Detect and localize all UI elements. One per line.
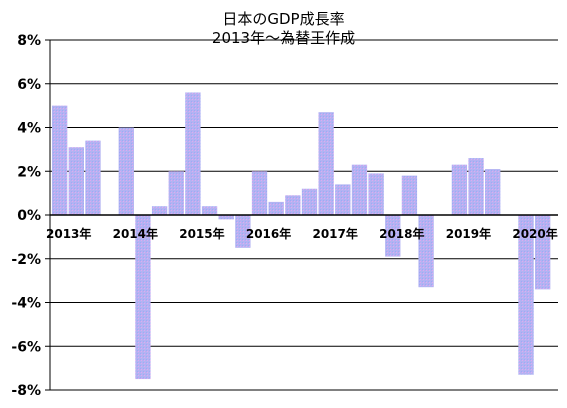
bar-2015Q4 (235, 215, 251, 248)
x-year-label: 2013年 (46, 226, 91, 241)
bar-2020Q1 (518, 215, 534, 375)
y-tick-label: 8% (17, 33, 41, 49)
y-tick-label: 6% (17, 77, 41, 93)
bar-2014Q2 (135, 215, 151, 380)
bar-2015Q2 (201, 206, 218, 215)
bar-2019Q1 (451, 164, 468, 215)
bar-2015Q3 (218, 215, 234, 220)
bar-2018Q3 (418, 215, 434, 288)
bar-2013Q2 (68, 147, 84, 215)
x-year-label: 2015年 (179, 226, 224, 241)
y-tick-label: 0% (17, 208, 41, 224)
bar-2016Q4 (301, 188, 318, 215)
y-tick-label: 2% (17, 164, 41, 180)
bar-2015Q1 (185, 92, 201, 215)
bar-2017Q4 (368, 173, 384, 215)
chart-title: 日本のGDP成長率 (222, 10, 345, 28)
bar-2017Q2 (335, 184, 351, 215)
bar-2019Q2 (468, 158, 484, 215)
y-tick-label: 4% (17, 121, 41, 137)
bar-2017Q1 (318, 112, 334, 215)
bar-2014Q1 (118, 127, 134, 215)
bar-2016Q2 (268, 201, 284, 215)
x-year-label: 2020年 (512, 226, 557, 241)
bar-2013Q1 (52, 105, 68, 215)
x-year-label: 2014年 (113, 226, 158, 241)
x-year-label: 2016年 (246, 226, 291, 241)
bar-2016Q3 (285, 195, 301, 215)
y-tick-label: -6% (11, 339, 41, 355)
bar-2018Q2 (401, 175, 418, 215)
bar-2014Q4 (168, 171, 184, 215)
bar-2018Q1 (385, 215, 401, 257)
y-tick-label: -4% (11, 296, 41, 312)
x-year-label: 2017年 (312, 226, 357, 241)
bar-2017Q3 (351, 164, 368, 215)
chart-subtitle: 2013年～為替王作成 (211, 29, 356, 47)
bar-2016Q1 (251, 171, 268, 215)
bar-2013Q3 (85, 140, 101, 215)
y-tick-label: -8% (11, 383, 41, 399)
x-year-label: 2018年 (379, 226, 424, 241)
bar-2020Q2 (535, 215, 551, 290)
y-tick-label: -2% (11, 252, 41, 268)
bar-2014Q3 (151, 206, 168, 215)
bar-2019Q3 (485, 169, 501, 215)
x-year-label: 2019年 (446, 226, 491, 241)
